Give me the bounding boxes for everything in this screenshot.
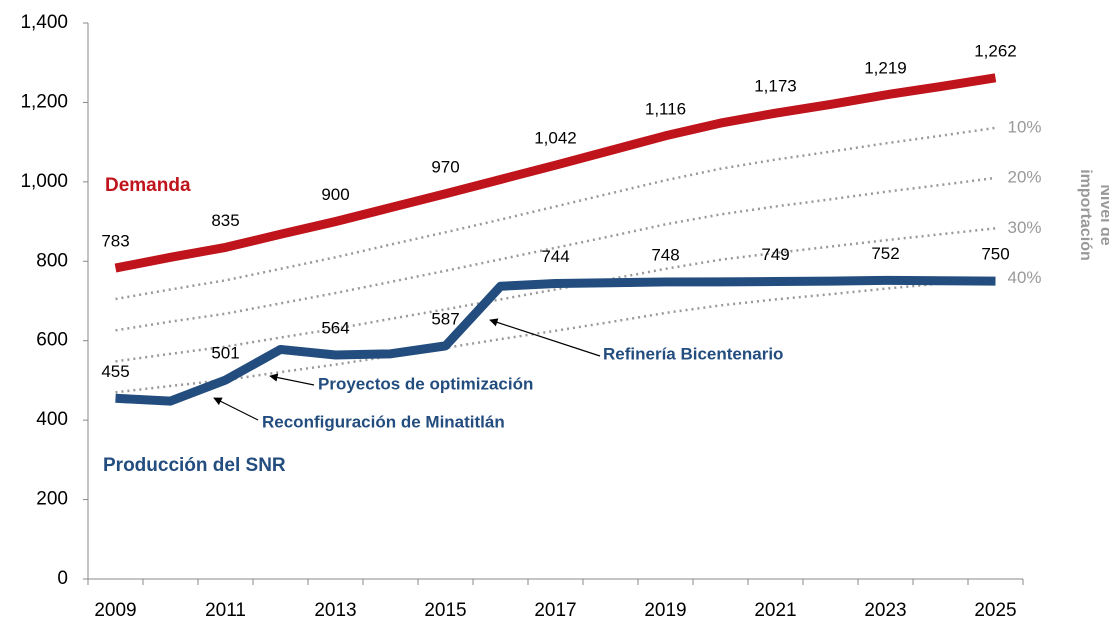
import-level-label: 40% <box>1008 268 1042 287</box>
data-label: 501 <box>211 344 239 363</box>
series-name: Producción del SNR <box>103 455 286 476</box>
data-label: 835 <box>211 211 239 230</box>
import-level-line <box>115 227 996 363</box>
y-tick-label: 0 <box>57 568 68 589</box>
series-line <box>114 73 997 273</box>
data-label: 752 <box>871 244 899 263</box>
import-level-line <box>115 176 996 332</box>
data-label: 750 <box>981 245 1009 264</box>
y-tick-label: 1,400 <box>20 12 68 33</box>
annotation: Refinería Bicentenario <box>603 344 783 363</box>
x-tick-label: 2019 <box>644 600 686 621</box>
y-tick-label: 800 <box>36 250 68 271</box>
series-line <box>115 275 996 406</box>
data-label: 749 <box>761 245 789 264</box>
import-level-line <box>115 126 996 301</box>
data-label: 455 <box>101 362 129 381</box>
x-tick-label: 2021 <box>754 600 796 621</box>
annotation-arrow <box>489 318 601 357</box>
x-tick-label: 2017 <box>534 600 576 621</box>
data-label: 783 <box>101 232 129 251</box>
x-tick-label: 2025 <box>974 600 1016 621</box>
data-label: 1,173 <box>754 77 797 96</box>
annotation-arrow <box>213 397 259 421</box>
y-tick-label: 1,000 <box>20 171 68 192</box>
x-tick-label: 2013 <box>314 600 356 621</box>
series-name: Demanda <box>105 175 191 196</box>
annotation: Reconfiguración de Minatitlán <box>262 412 505 431</box>
annotation-arrow <box>269 373 315 386</box>
y-tick-label: 400 <box>36 409 68 430</box>
data-label: 1,219 <box>864 58 907 77</box>
import-level-line <box>115 277 996 394</box>
x-tick-label: 2011 <box>205 600 246 621</box>
import-level-label: 20% <box>1008 167 1042 186</box>
data-label: 970 <box>431 157 459 176</box>
data-label: 1,262 <box>974 41 1017 60</box>
x-tick-label: 2009 <box>94 600 136 621</box>
annotation: Proyectos de optimización <box>318 374 533 393</box>
x-tick-label: 2015 <box>424 600 466 621</box>
data-label: 744 <box>541 247 569 266</box>
data-label: 900 <box>321 185 349 204</box>
data-label: 1,042 <box>534 129 577 148</box>
data-label: 748 <box>651 245 679 264</box>
data-label: 564 <box>321 318 349 337</box>
y-tick-label: 1,200 <box>20 91 68 112</box>
y-tick-label: 600 <box>36 330 68 351</box>
x-tick-label: 2023 <box>864 600 906 621</box>
y-tick-label: 200 <box>36 489 68 510</box>
data-label: 1,116 <box>645 99 686 118</box>
import-level-label: 30% <box>1008 218 1042 237</box>
import-level-label: 10% <box>1008 117 1042 136</box>
y-axis-title: Nivel deimportación <box>1077 169 1109 261</box>
data-label: 587 <box>431 309 459 328</box>
